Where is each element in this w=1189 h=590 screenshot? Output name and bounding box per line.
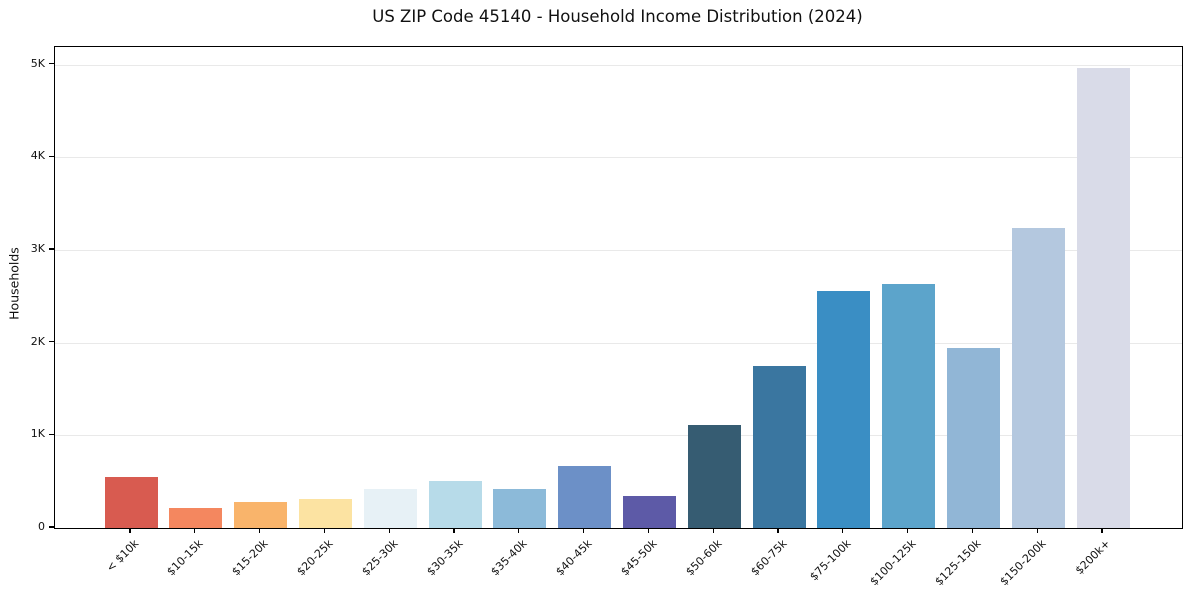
y-tick-label: 1K xyxy=(30,427,45,441)
x-tick-mark xyxy=(1101,528,1103,534)
x-tick-label: $40-45k xyxy=(553,537,595,579)
x-tick-mark xyxy=(258,528,261,534)
x-tick-label: $150-200k xyxy=(997,537,1049,589)
x-tick-label: $15-20k xyxy=(229,537,271,579)
x-tick-label: $50-60k xyxy=(683,537,725,579)
y-tick-mark xyxy=(49,526,54,528)
y-tick-label: 0 xyxy=(38,520,45,533)
bar-35-40k xyxy=(493,489,547,528)
chart-title: US ZIP Code 45140 - Household Income Dis… xyxy=(372,7,863,26)
x-tick-label: $45-50k xyxy=(618,537,660,579)
bar-200k xyxy=(1076,68,1130,528)
bar-60-75k xyxy=(752,366,806,528)
gridline xyxy=(55,342,1182,344)
gridline xyxy=(55,157,1182,159)
bar-100-125k xyxy=(882,284,936,528)
y-tick-mark xyxy=(49,155,54,157)
gridline xyxy=(55,435,1182,437)
bar-30-35k xyxy=(428,481,482,528)
bar-45-50k xyxy=(622,495,676,528)
x-tick-label: $60-75k xyxy=(747,537,790,579)
x-tick-label: $10-15k xyxy=(164,537,206,579)
x-tick-label: $75-100k xyxy=(807,537,854,584)
y-tick-mark xyxy=(49,248,54,250)
x-tick-label: $100-125k xyxy=(867,537,919,589)
x-tick-label: $20-25k xyxy=(294,537,336,579)
bar-10-15k xyxy=(169,508,223,528)
x-tick-mark xyxy=(582,528,585,534)
y-tick-mark xyxy=(49,62,54,65)
bar-20-25k xyxy=(298,499,352,528)
y-tick-label: 4K xyxy=(30,149,45,163)
bar-25-30k xyxy=(363,489,417,528)
x-tick-mark xyxy=(518,528,520,534)
x-tick-mark xyxy=(129,528,131,534)
x-tick-mark xyxy=(453,528,455,534)
x-tick-label: $30-35k xyxy=(423,537,466,579)
x-tick-mark xyxy=(906,528,909,534)
x-tick-mark xyxy=(388,528,390,534)
bar-10k xyxy=(104,476,158,528)
gridline xyxy=(55,64,1182,66)
x-tick-label: $35-40k xyxy=(488,537,530,579)
y-tick-mark xyxy=(49,340,54,343)
y-tick-mark xyxy=(49,433,54,435)
x-tick-label: $25-30k xyxy=(359,537,401,579)
y-tick-label: 5K xyxy=(30,56,45,70)
x-tick-label: $125-150k xyxy=(932,537,984,589)
x-tick-mark xyxy=(971,528,974,534)
gridline xyxy=(55,249,1182,251)
plot-area xyxy=(54,46,1183,529)
x-tick-mark xyxy=(194,528,196,534)
y-tick-label: 3K xyxy=(30,241,45,255)
x-tick-mark xyxy=(842,528,844,534)
x-tick-mark xyxy=(647,528,650,534)
x-tick-mark xyxy=(712,528,714,534)
x-tick-label: < $10k xyxy=(103,537,142,575)
y-tick-label: 2K xyxy=(30,334,45,348)
bar-125-150k xyxy=(946,347,1000,528)
x-tick-mark xyxy=(777,528,779,534)
bar-50-60k xyxy=(687,424,741,528)
x-tick-label: $200k+ xyxy=(1073,537,1114,578)
bar-15-20k xyxy=(234,502,288,528)
bar-75-100k xyxy=(817,291,871,528)
bar-150-200k xyxy=(1011,227,1065,528)
bar-40-45k xyxy=(558,465,612,528)
x-tick-mark xyxy=(1036,528,1038,534)
x-tick-mark xyxy=(323,528,326,534)
